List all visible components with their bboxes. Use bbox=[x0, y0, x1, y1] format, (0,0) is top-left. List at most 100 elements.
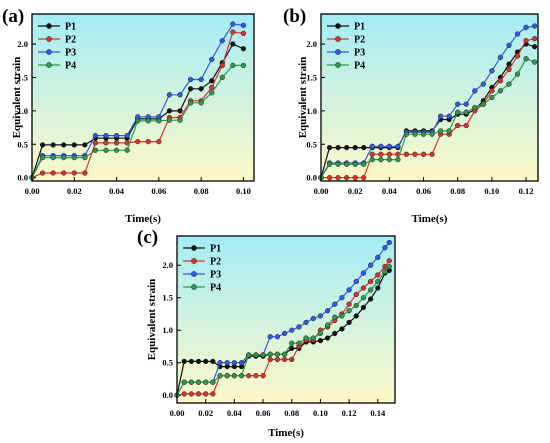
series-P4-point bbox=[455, 109, 461, 115]
series-P2-point bbox=[260, 373, 266, 379]
series-P3-point bbox=[332, 301, 338, 307]
series-P4-point bbox=[335, 161, 341, 167]
legend-P3-marker bbox=[46, 49, 52, 55]
x-tick-label: 0.04 bbox=[382, 186, 398, 196]
series-P3-point bbox=[267, 334, 273, 340]
series-P2-point bbox=[386, 258, 392, 264]
series-P4-point bbox=[198, 100, 204, 106]
series-P2-point bbox=[346, 301, 352, 307]
series-P4-point bbox=[317, 330, 324, 337]
series-P4-point bbox=[506, 81, 512, 87]
series-P2-point bbox=[103, 140, 109, 146]
series-P4-point bbox=[281, 351, 288, 357]
series-P4-point bbox=[124, 147, 130, 153]
series-P3-point bbox=[238, 360, 245, 366]
series-P2-point bbox=[209, 84, 215, 91]
panel-letter: (c) bbox=[137, 227, 158, 248]
series-P3-point bbox=[217, 360, 223, 366]
series-P4-point bbox=[446, 128, 452, 134]
series-P3-point bbox=[113, 132, 120, 139]
series-P4-point bbox=[375, 278, 381, 285]
series-P2-point bbox=[113, 140, 120, 146]
legend-P3-marker bbox=[191, 271, 197, 277]
series-P2-point bbox=[531, 36, 538, 42]
series-P4-point bbox=[382, 269, 388, 275]
series-P4-point bbox=[238, 373, 245, 379]
series-P4-point bbox=[61, 154, 67, 161]
series-P4-point bbox=[135, 118, 141, 124]
series-P3-point bbox=[367, 262, 374, 268]
series-P2-point bbox=[188, 391, 194, 397]
legend-P4-marker bbox=[191, 284, 197, 290]
series-P2-point bbox=[274, 356, 281, 363]
series-P3-point bbox=[219, 38, 225, 44]
x-tick-label: 0.10 bbox=[236, 186, 251, 196]
series-P4-point bbox=[343, 161, 350, 167]
series-P4-point bbox=[360, 295, 367, 301]
series-P2-point bbox=[246, 373, 252, 379]
series-P2-point bbox=[367, 278, 374, 285]
series-P4-point bbox=[429, 131, 435, 137]
series-P1-point bbox=[198, 86, 204, 92]
plot-background bbox=[177, 236, 395, 403]
series-P1-point bbox=[531, 44, 538, 50]
series-P2-point bbox=[497, 78, 504, 84]
series-P4-point bbox=[267, 351, 273, 357]
series-P4-point bbox=[472, 104, 478, 111]
legend-P1-marker bbox=[191, 245, 197, 251]
x-axis-label: Time(s) bbox=[268, 427, 304, 439]
series-P3-point bbox=[382, 245, 388, 251]
series-P4-point bbox=[224, 373, 230, 379]
series-P1-point bbox=[181, 358, 187, 365]
series-P4-point bbox=[353, 302, 359, 309]
legend-P1-label: P1 bbox=[65, 22, 76, 33]
series-P3-point bbox=[386, 239, 392, 246]
y-tick-label: 0.0 bbox=[162, 390, 173, 400]
series-P2-point bbox=[203, 391, 209, 397]
x-tick-label: 0.02 bbox=[67, 186, 82, 196]
series-P2-point bbox=[343, 175, 350, 181]
series-P2-point bbox=[360, 285, 367, 291]
series-P3-point bbox=[231, 360, 238, 366]
series-P4-point bbox=[369, 156, 375, 163]
series-P4-point bbox=[203, 379, 209, 385]
legend-P2-label: P2 bbox=[210, 257, 221, 268]
series-P3-point bbox=[463, 101, 469, 107]
series-P1-point bbox=[339, 326, 345, 332]
series-P3-point bbox=[480, 81, 486, 87]
series-P2-point bbox=[489, 88, 495, 94]
y-tick-label: 2.0 bbox=[162, 260, 173, 270]
series-P4-point bbox=[378, 156, 384, 163]
series-P4-point bbox=[463, 109, 469, 115]
legend-P1-marker bbox=[46, 23, 52, 29]
series-P1-point bbox=[289, 345, 295, 352]
series-P4-point bbox=[210, 379, 216, 385]
x-tick-label: 0.12 bbox=[342, 408, 357, 418]
series-P2-point bbox=[326, 175, 333, 181]
legend-P2-label: P2 bbox=[354, 35, 365, 46]
series-P2-point bbox=[82, 170, 88, 176]
series-P2-point bbox=[386, 151, 392, 157]
series-P3-point bbox=[360, 270, 367, 276]
plot-frame bbox=[31, 13, 255, 182]
legend-P3-label: P3 bbox=[210, 270, 221, 281]
series-P4-point bbox=[523, 56, 529, 62]
series-P4-point bbox=[352, 161, 358, 167]
series-P2-point bbox=[403, 151, 410, 157]
legend-P2-label: P2 bbox=[65, 35, 76, 46]
series-P3-point bbox=[369, 143, 375, 149]
y-axis-label: Equivalent strain bbox=[11, 57, 23, 139]
series-P4-point bbox=[187, 100, 194, 106]
series-P4-point bbox=[71, 154, 77, 161]
y-tick-label: 2.0 bbox=[17, 39, 28, 49]
series-P2-point bbox=[61, 170, 67, 176]
series-P3-point bbox=[240, 22, 247, 29]
series-P4-point bbox=[253, 352, 259, 358]
series-P4-point bbox=[420, 131, 427, 137]
series-P2-point bbox=[156, 138, 162, 145]
y-tick-label: 2.0 bbox=[306, 39, 317, 49]
series-P4-point bbox=[289, 340, 295, 346]
legend-P3-marker bbox=[335, 49, 341, 55]
y-axis-label: Equivalent strain bbox=[297, 57, 309, 139]
series-P3-point bbox=[124, 132, 130, 139]
